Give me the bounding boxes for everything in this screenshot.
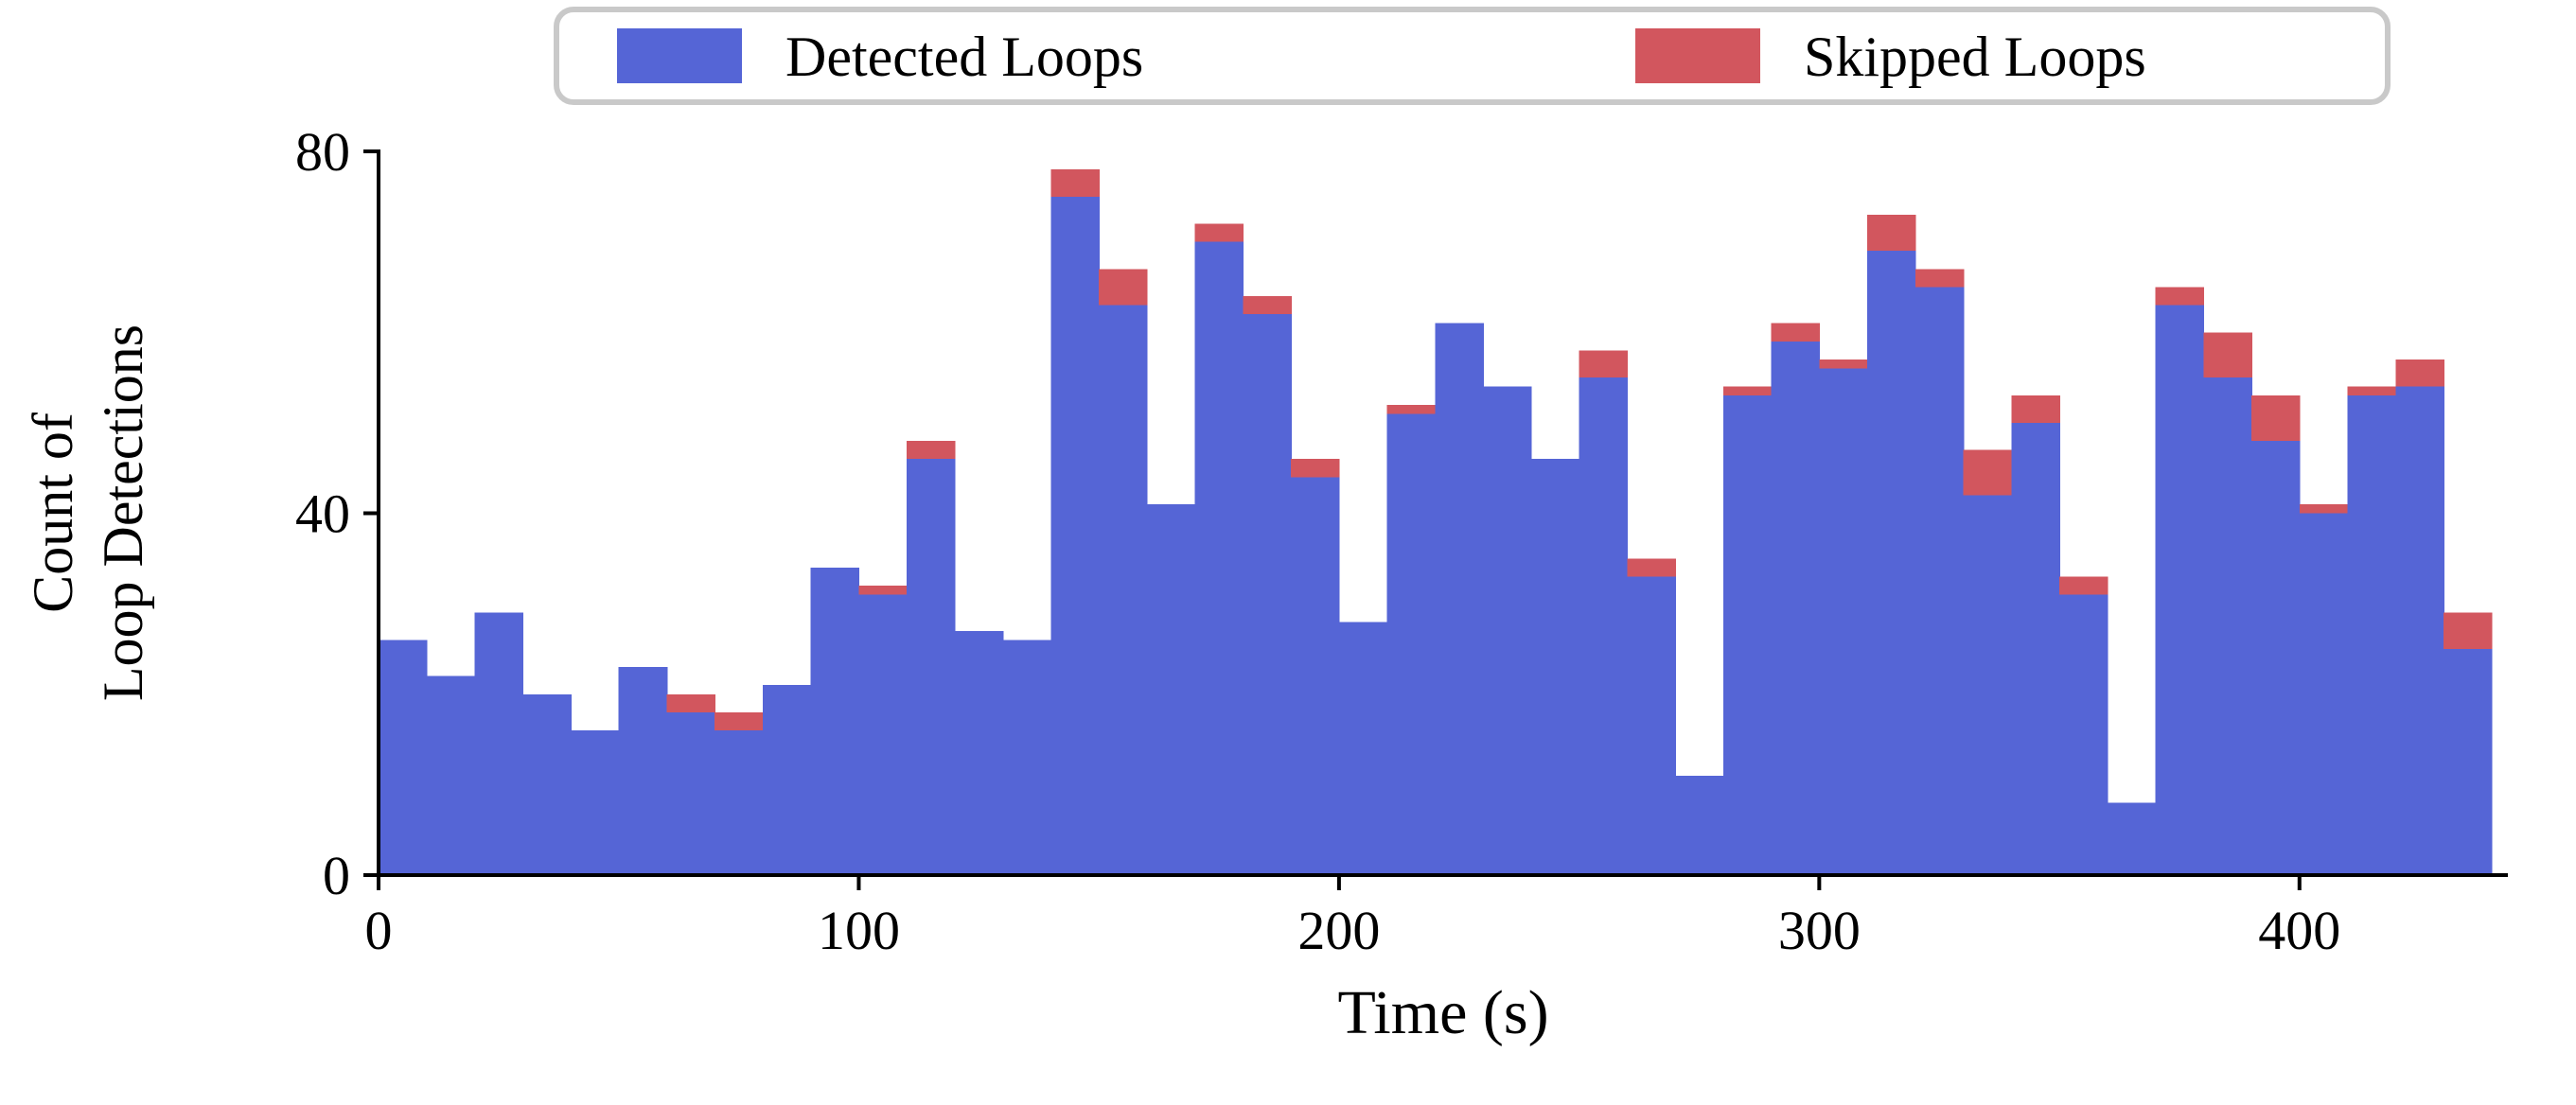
- bar-detected-loops: [2395, 386, 2444, 875]
- bar-detected-loops: [379, 640, 428, 875]
- bar-skipped-loops: [1386, 404, 1437, 414]
- bar-skipped-loops: [2444, 612, 2493, 649]
- legend: Detected Loops Skipped Loops: [554, 7, 2391, 105]
- bar-detected-loops: [2347, 395, 2397, 875]
- bar-skipped-loops: [858, 586, 908, 595]
- x-tick-label: 400: [2258, 900, 2340, 961]
- bar-detected-loops: [1483, 386, 1532, 875]
- legend-box: [554, 7, 2391, 105]
- bar-skipped-loops: [1291, 459, 1340, 478]
- bar-skipped-loops: [1243, 296, 1292, 315]
- bar-detected-loops: [2107, 802, 2157, 875]
- y-axis-label-line1: Count of: [22, 412, 84, 613]
- bar-detected-loops: [1771, 341, 1821, 875]
- bar-detected-loops: [907, 459, 956, 875]
- bar-detected-loops: [1146, 503, 1196, 875]
- bar-skipped-loops: [1627, 558, 1676, 577]
- bar-detected-loops: [2203, 377, 2252, 875]
- y-tick-label: 0: [323, 845, 350, 906]
- x-tick-label: 0: [365, 900, 393, 961]
- bar-detected-loops: [1291, 477, 1340, 875]
- legend-swatch-skipped-loops: [1635, 28, 1760, 83]
- bar-skipped-loops: [1867, 214, 1916, 252]
- bar-skipped-loops: [1579, 350, 1629, 378]
- bar-detected-loops: [2011, 422, 2060, 875]
- bar-skipped-loops: [1771, 323, 1821, 342]
- bar-skipped-loops: [1050, 169, 1100, 197]
- x-axis-label: Time (s): [1337, 978, 1548, 1047]
- bar-skipped-loops: [1819, 359, 1868, 369]
- bar-detected-loops: [618, 667, 668, 875]
- bar-detected-loops: [1099, 305, 1148, 875]
- bar-skipped-loops: [1963, 449, 2013, 496]
- x-tick-label: 300: [1778, 900, 1861, 961]
- bar-skipped-loops: [2395, 359, 2444, 387]
- x-tick-label: 200: [1297, 900, 1380, 961]
- bar-detected-loops: [762, 685, 812, 875]
- bars-layer: [379, 169, 2493, 875]
- legend-label-skipped-loops: Skipped Loops: [1804, 26, 2146, 88]
- bar-skipped-loops: [1099, 269, 1148, 306]
- bar-detected-loops: [1867, 251, 1916, 875]
- bar-skipped-loops: [666, 693, 716, 712]
- bar-detected-loops: [1050, 196, 1100, 875]
- bar-detected-loops: [1338, 622, 1388, 875]
- x-tick-label: 100: [818, 900, 900, 961]
- bar-detected-loops: [1627, 576, 1676, 875]
- bar-detected-loops: [1243, 314, 1292, 875]
- ticks-layer: 0 100 200 300 400 0 40 80: [295, 121, 2340, 961]
- bar-detected-loops: [1819, 368, 1868, 875]
- bar-detected-loops: [1194, 241, 1244, 875]
- bar-detected-loops: [2444, 648, 2493, 875]
- y-tick-label: 80: [295, 121, 350, 183]
- bar-detected-loops: [715, 730, 764, 875]
- bar-skipped-loops: [2251, 395, 2301, 441]
- bar-detected-loops: [426, 675, 476, 875]
- bar-skipped-loops: [2059, 576, 2108, 595]
- bar-detected-loops: [1579, 377, 1629, 875]
- bar-skipped-loops: [1194, 223, 1244, 242]
- bar-detected-loops: [570, 730, 620, 875]
- bar-detected-loops: [1914, 287, 1965, 875]
- y-tick-label: 40: [295, 483, 350, 545]
- bar-detected-loops: [666, 711, 716, 875]
- bar-detected-loops: [1963, 495, 2013, 875]
- bar-detected-loops: [2155, 305, 2205, 875]
- bar-detected-loops: [1386, 413, 1437, 875]
- bar-detected-loops: [1722, 395, 1773, 875]
- bar-skipped-loops: [2299, 503, 2349, 514]
- bar-detected-loops: [954, 630, 1004, 875]
- bar-skipped-loops: [2155, 287, 2205, 306]
- legend-label-detected-loops: Detected Loops: [785, 26, 1143, 88]
- y-axis-label-line2: Loop Detections: [92, 324, 154, 701]
- bar-detected-loops: [1002, 640, 1052, 875]
- bar-detected-loops: [522, 693, 572, 875]
- bar-skipped-loops: [907, 441, 956, 460]
- bar-skipped-loops: [1722, 386, 1773, 396]
- legend-swatch-detected-loops: [617, 28, 742, 83]
- bar-detected-loops: [2251, 441, 2301, 875]
- bar-detected-loops: [2059, 594, 2108, 875]
- bar-skipped-loops: [2011, 395, 2060, 423]
- bar-detected-loops: [474, 612, 524, 875]
- bar-detected-loops: [1435, 323, 1484, 875]
- bar-skipped-loops: [1914, 269, 1965, 288]
- bar-skipped-loops: [715, 711, 764, 730]
- bar-skipped-loops: [2203, 332, 2252, 378]
- bar-detected-loops: [1675, 775, 1724, 875]
- bar-detected-loops: [858, 594, 908, 875]
- bar-detected-loops: [1530, 459, 1580, 875]
- bar-detected-loops: [2299, 513, 2349, 875]
- bar-skipped-loops: [2347, 386, 2397, 396]
- bar-detected-loops: [810, 567, 860, 875]
